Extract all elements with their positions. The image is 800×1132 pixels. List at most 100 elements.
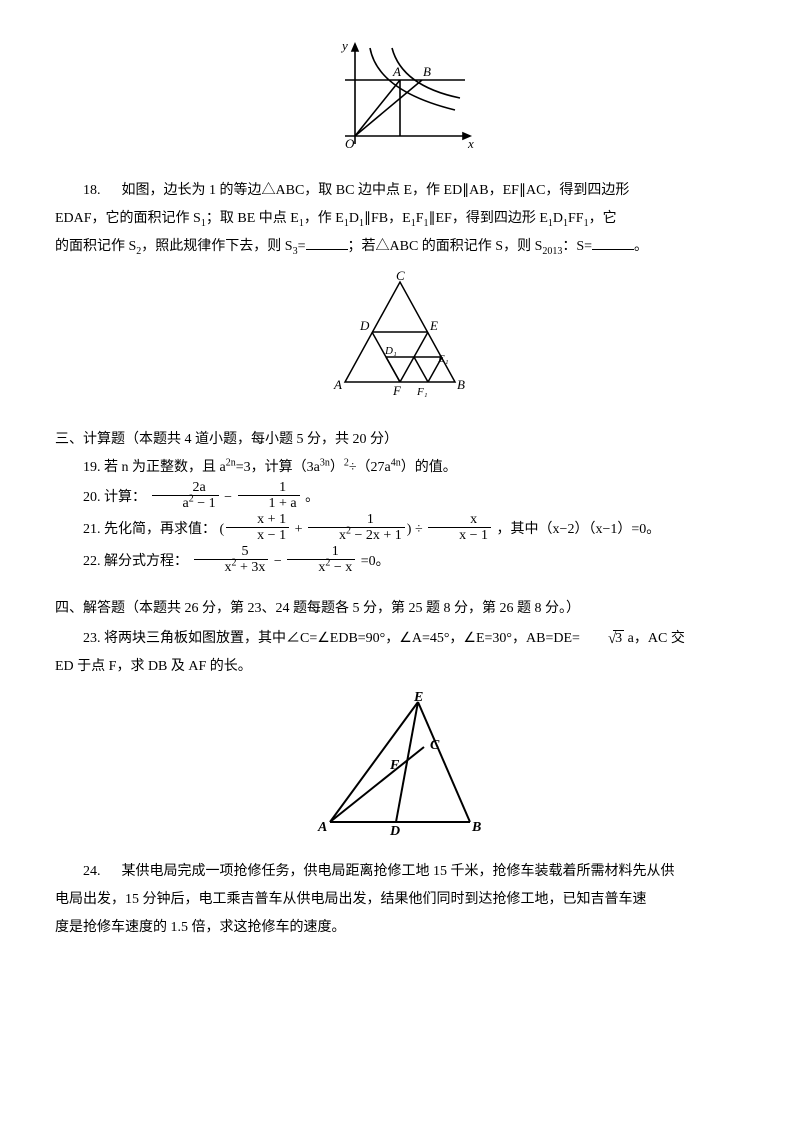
q20-f1n: 2a [192, 480, 205, 495]
q21: 21. 先化简，再求值： ( x + 1 x − 1 + 1 x2 − 2x +… [55, 514, 745, 546]
q18-C: C [396, 268, 405, 283]
q18-c2: ，照此规律作下去，则 S [141, 239, 292, 254]
q18-F: F [392, 383, 402, 397]
point-a-label: A [392, 64, 401, 79]
q24-line3: 度是抢修车速度的 1.5 倍，求这抢修车的速度。 [55, 914, 745, 942]
section4-title: 四、解答题（本题共 26 分，第 23、24 题每题各 5 分，第 25 题 8… [55, 595, 745, 623]
q23-A: A [317, 820, 327, 835]
q21-frac1: x + 1 x − 1 [226, 512, 289, 544]
blank-s2013 [592, 237, 634, 250]
q18-text-a: 如图，边长为 1 的等边△ABC，取 BC 边中点 E，作 ED∥AB，EF∥A… [122, 183, 630, 198]
q21-div: ÷ [415, 522, 423, 537]
q22-f2d2: − x [330, 560, 352, 575]
q23-num: 23. [83, 631, 101, 646]
axis-x-label: x [467, 136, 474, 151]
q18-c3: = [298, 239, 306, 254]
q18-b9: FF [568, 211, 584, 226]
q23-F: F [389, 758, 400, 773]
q18-b2: ；取 BE 中点 E [206, 211, 299, 226]
q18-B: B [457, 377, 465, 392]
q20: 20. 计算： 2a a2 − 1 − 1 1 + a 。 [55, 482, 745, 514]
figure-q18: C D E D₁ E₁ A B F F₁ [55, 267, 745, 408]
q21-f1d: x − 1 [226, 527, 289, 543]
q20-num: 20. [83, 490, 101, 505]
q21-lp: ( [220, 522, 225, 537]
q18-c6: 。 [634, 239, 648, 254]
q21-num: 21. [83, 522, 101, 537]
q20-f1d2: − 1 [194, 496, 216, 511]
q18-c4: ；若△ABC 的面积记作 S，则 S [348, 239, 543, 254]
q18-b1: EDAF，它的面积记作 S [55, 211, 201, 226]
q23-line2: ED 于点 F，求 DB 及 AF 的长。 [55, 653, 745, 681]
q18-b4: D [349, 211, 359, 226]
q21-f3n: x [428, 512, 491, 527]
q24-line1: 24. 某供电局完成一项抢修任务，供电局距离抢修工地 15 千米，抢修车装载着所需… [55, 858, 745, 886]
page-content: y x O A B 18.如图，边长为 1 的等边△ABC，取 BC 边中点 E… [0, 0, 800, 982]
q21-plus: + [295, 522, 303, 537]
q18-D: D [359, 318, 370, 333]
q23-sqrtv: 3 [613, 630, 624, 646]
q20-frac1: 2a a2 − 1 [152, 480, 219, 512]
q23-D: D [389, 824, 400, 837]
q19-num: 19. [83, 460, 101, 475]
q20-a: 计算： [104, 490, 146, 505]
q19-e: ）的值。 [401, 460, 457, 475]
q22-a: 解分式方程： [104, 554, 188, 569]
figure-q17: y x O A B [55, 36, 745, 167]
q18-line3: 的面积记作 S2，照此规律作下去，则 S3=；若△ABC 的面积记作 S，则 S… [55, 233, 745, 261]
q18-b5: ∥FB，E [364, 211, 411, 226]
q18-F1: F₁ [416, 386, 428, 397]
q24-line2: 电局出发，15 分钟后，电工乘吉普车从供电局出发，结果他们同时到达抢修工地，已知… [55, 886, 745, 914]
q18-E: E [429, 318, 438, 333]
q19-b: =3，计算（3a [236, 460, 320, 475]
q18-b10: ，它 [589, 211, 617, 226]
q21-f2d2: − 2x + 1 [351, 528, 402, 543]
q22-f2n: 1 [287, 544, 355, 559]
q18-E1: E₁ [437, 353, 449, 365]
blank-s3 [306, 237, 348, 250]
q22-minus: − [274, 554, 282, 569]
q21-a: 先化简，再求值： [104, 522, 216, 537]
q23-line1: 23. 将两块三角板如图放置，其中∠C=∠EDB=90°，∠A=45°，∠E=3… [55, 623, 745, 653]
figure-q18-svg: C D E D₁ E₁ A B F F₁ [320, 267, 480, 397]
figure-q17-svg: y x O A B [320, 36, 480, 156]
q19-d: ÷（27a [349, 460, 391, 475]
q18-line2: EDAF，它的面积记作 S1；取 BE 中点 E1，作 E1D1∥FB，E1F1… [55, 205, 745, 233]
q20-end: 。 [305, 490, 319, 505]
q22-eq: =0。 [361, 554, 390, 569]
axis-y-label: y [340, 38, 348, 53]
q23-E: E [413, 690, 423, 705]
q18-b3: ，作 E [304, 211, 344, 226]
q21-f2n: 1 [308, 512, 405, 527]
q18-line1: 18.如图，边长为 1 的等边△ABC，取 BC 边中点 E，作 ED∥AB，E… [55, 177, 745, 205]
q23-sqrt: 3 [580, 623, 624, 653]
q23-a: 将两块三角板如图放置，其中∠C=∠EDB=90°，∠A=45°，∠E=30°，A… [104, 631, 580, 646]
q21-f2d1: x [339, 528, 346, 543]
q22-f1d2: + 3x [237, 560, 266, 575]
q19: 19. 若 n 为正整数，且 a2n=3，计算（3a3n）2÷（27a4n）的值… [55, 454, 745, 482]
q20-frac2: 1 1 + a [238, 480, 300, 512]
q22-frac2: 1 x2 − x [287, 544, 355, 576]
q24-num: 24. [83, 864, 101, 879]
q23-C: C [430, 738, 440, 753]
q21-mid: ，其中（x−2）（x−1）=0。 [497, 522, 661, 537]
point-b-label: B [423, 64, 431, 79]
q21-f3d: x − 1 [428, 527, 491, 543]
q21-frac3: x x − 1 [428, 512, 491, 544]
q18-A: A [333, 377, 342, 392]
q18-b8: D [553, 211, 563, 226]
q19-c: ） [330, 460, 344, 475]
q23-B: B [471, 820, 481, 835]
q22: 22. 解分式方程： 5 x2 + 3x − 1 x2 − x =0。 [55, 546, 745, 578]
q20-minus: − [224, 490, 232, 505]
q21-rp: ) [407, 522, 412, 537]
origin-label: O [345, 136, 355, 151]
figure-q23: E C F A B D [55, 687, 745, 848]
q23-b: a，AC 交 [624, 631, 685, 646]
figure-q23-svg: E C F A B D [300, 687, 500, 837]
q18-D1: D₁ [384, 345, 397, 357]
q24-a: 某供电局完成一项抢修任务，供电局距离抢修工地 15 千米，抢修车装载着所需材料先… [122, 864, 675, 879]
q18-c5: ：S= [562, 239, 592, 254]
q19-a: 若 n 为正整数，且 a [104, 460, 226, 475]
q20-f2n: 1 [238, 480, 300, 495]
